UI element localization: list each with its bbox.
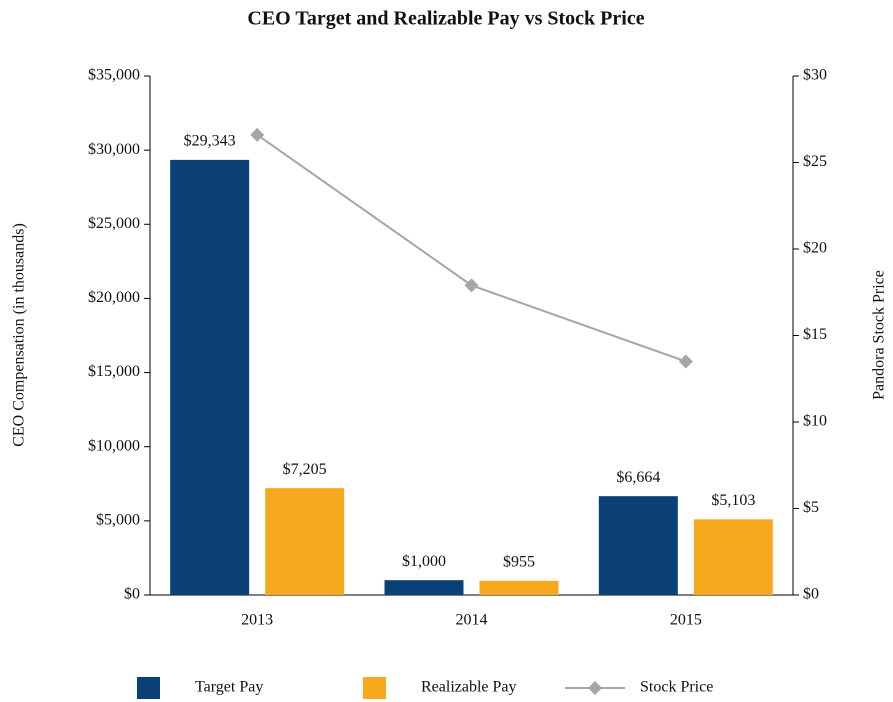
y2-tick-label: $10	[803, 413, 827, 430]
y-tick-label: $20,000	[88, 289, 140, 306]
y-tick-label: $30,000	[88, 141, 140, 158]
bar	[693, 519, 773, 595]
bar	[170, 159, 250, 595]
marker	[250, 127, 265, 142]
y-tick-label: $10,000	[88, 437, 140, 454]
legend-swatch	[137, 677, 160, 699]
data-label: $1,000	[402, 553, 446, 570]
y2-axis-label: Pandora Stock Price	[871, 270, 888, 400]
y-tick-label: $35,000	[88, 67, 140, 84]
chart-title: CEO Target and Realizable Pay vs Stock P…	[247, 8, 644, 30]
y2-tick-label: $30	[803, 67, 827, 84]
marker	[678, 354, 693, 369]
legend-swatch	[363, 677, 386, 699]
bar	[384, 580, 464, 595]
line	[256, 134, 687, 363]
x-tick-label: 2013	[241, 612, 273, 629]
bar	[479, 580, 559, 595]
y-tick-label: $25,000	[88, 215, 140, 232]
y2-tick-label: $15	[803, 326, 827, 343]
legend-marker	[588, 681, 602, 695]
y2-tick-label: $25	[803, 153, 827, 170]
y2-tick-label: $0	[803, 586, 819, 603]
bar	[265, 488, 345, 595]
legend-label: Realizable Pay	[421, 679, 517, 696]
data-label: $955	[503, 554, 535, 571]
legend-label: Stock Price	[640, 679, 713, 696]
data-label: $5,103	[711, 492, 755, 509]
y-tick-label: $15,000	[88, 363, 140, 380]
data-label: $6,664	[616, 469, 660, 486]
x-tick-label: 2015	[670, 612, 702, 629]
y2-tick-label: $5	[803, 499, 819, 516]
y-axis-label: CEO Compensation (in thousands)	[11, 223, 28, 447]
data-label: $29,343	[184, 133, 236, 150]
legend-label: Target Pay	[195, 679, 263, 696]
marker	[464, 278, 479, 293]
bar	[598, 496, 678, 595]
y-tick-label: $0	[124, 586, 140, 603]
x-tick-label: 2014	[456, 612, 488, 629]
data-label: $7,205	[283, 461, 327, 478]
y2-tick-label: $20	[803, 240, 827, 257]
y-tick-label: $5,000	[96, 512, 140, 529]
